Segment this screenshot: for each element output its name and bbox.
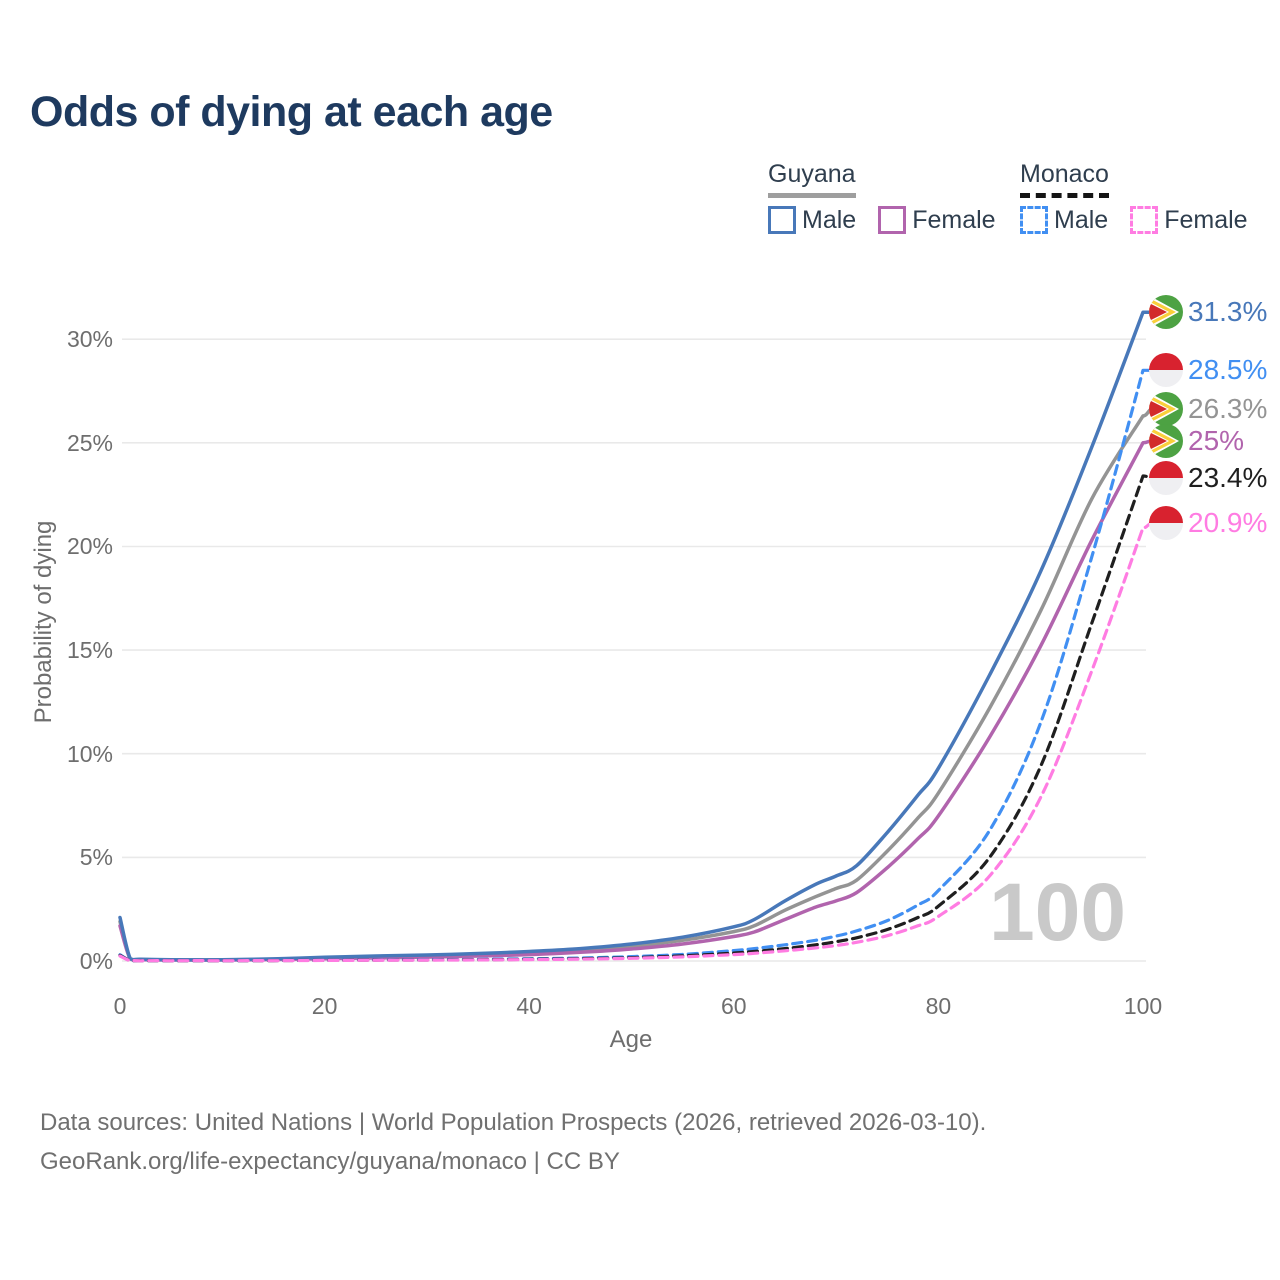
monaco-male-swatch: [1020, 206, 1048, 234]
x-tick-label: 0: [113, 993, 127, 1019]
monaco-flag-icon: [1149, 505, 1183, 540]
line-monaco-female: [118, 521, 1155, 963]
legend-country-guyana[interactable]: Guyana: [768, 160, 856, 198]
gridlines: [122, 338, 1146, 962]
footer: Data sources: United Nations | World Pop…: [40, 1104, 986, 1182]
age-counter-watermark: 100: [989, 867, 1126, 958]
x-tick-label: 40: [516, 993, 542, 1019]
georank-attribution-text: GeoRank.org/life-expectancy/guyana/monac…: [40, 1147, 620, 1175]
legend-item-guyana-male[interactable]: Male: [768, 206, 856, 235]
legend-item-label: Male: [802, 205, 857, 234]
x-tick-label: 100: [1123, 993, 1163, 1019]
end-value-label: 20.9%: [1188, 506, 1268, 538]
guyana-female-swatch: [878, 206, 907, 234]
end-value-label: 26.3%: [1188, 392, 1268, 424]
end-value-label: 28.5%: [1188, 354, 1268, 386]
legend-item-monaco-male[interactable]: Male: [1020, 206, 1108, 235]
monaco-flag-icon: [1149, 353, 1183, 388]
data-sources-text: Data sources: United Nations | World Pop…: [40, 1109, 987, 1136]
legend-group-monaco: Monaco Male Female: [1020, 160, 1270, 235]
end-label-monaco-female: 20.9%: [1149, 505, 1268, 540]
end-value-label: 25%: [1188, 424, 1245, 456]
monaco-female-swatch: [1130, 206, 1159, 234]
guyana-flag-icon: [1149, 295, 1183, 330]
x-axis-title: Age: [609, 1026, 653, 1053]
y-tick-label: 25%: [66, 429, 113, 456]
end-label-guyana-male: 31.3%: [1149, 295, 1268, 330]
y-tick-label: 20%: [66, 533, 113, 560]
guyana-male-swatch: [768, 206, 796, 234]
legend-country-monaco[interactable]: Monaco: [1020, 160, 1109, 198]
page-title: Odds of dying at each age: [30, 88, 553, 136]
guyana-flag-icon: [1149, 391, 1183, 426]
line-monaco-male: [118, 368, 1155, 963]
legend-item-label: Male: [1054, 205, 1109, 234]
y-tick-label: 0%: [79, 948, 113, 974]
series-curves: [118, 310, 1155, 963]
end-label-guyana-both: 26.3%: [1149, 391, 1268, 426]
y-tick-label: 10%: [66, 740, 113, 767]
line-guyana-male: [118, 310, 1155, 962]
y-tick-label: 5%: [79, 844, 113, 871]
y-axis-title: Probability of dying: [30, 520, 57, 724]
legend-item-monaco-female[interactable]: Female: [1130, 205, 1248, 235]
x-tick-label: 80: [925, 993, 952, 1019]
x-tick-label: 20: [311, 993, 338, 1019]
end-label-monaco-both: 23.4%: [1149, 460, 1268, 495]
legend-item-guyana-female[interactable]: Female: [878, 205, 996, 235]
y-tick-label: 15%: [66, 637, 113, 664]
end-label-guyana-female: 25%: [1149, 423, 1245, 458]
legend-group-guyana: Guyana Male Female: [768, 160, 1018, 235]
monaco-flag-icon: [1149, 460, 1183, 495]
legend-item-label: Female: [912, 205, 996, 234]
guyana-flag-icon: [1149, 423, 1183, 458]
x-tick-label: 60: [721, 993, 747, 1019]
end-value-label: 23.4%: [1188, 461, 1268, 493]
legend-item-label: Female: [1164, 205, 1248, 234]
end-label-monaco-male: 28.5%: [1149, 353, 1268, 388]
end-value-label: 31.3%: [1188, 296, 1268, 328]
y-tick-label: 30%: [66, 326, 113, 353]
